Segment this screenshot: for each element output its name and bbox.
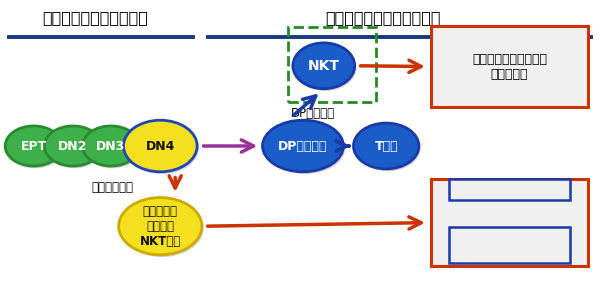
- Bar: [288, 27, 376, 102]
- Ellipse shape: [263, 120, 343, 172]
- Ellipse shape: [121, 200, 204, 257]
- Text: DPステージ: DPステージ: [278, 140, 328, 152]
- Ellipse shape: [84, 128, 141, 168]
- Ellipse shape: [124, 120, 197, 172]
- Text: 肝臓: 肝臓: [502, 183, 517, 196]
- Ellipse shape: [44, 126, 101, 166]
- Text: 生体防御に不可欠な
NKT細胞: 生体防御に不可欠な NKT細胞: [478, 231, 541, 259]
- Text: 肺、骨髄、リンパ節、
消化管など: 肺、骨髄、リンパ節、 消化管など: [472, 53, 547, 81]
- Bar: [431, 179, 589, 266]
- Text: NKT: NKT: [308, 59, 340, 73]
- Text: DN2: DN2: [58, 140, 88, 152]
- Ellipse shape: [353, 123, 419, 169]
- Text: DN4: DN4: [146, 140, 175, 152]
- Text: T細胞: T細胞: [374, 140, 398, 152]
- Text: 生体防御に
不可欠な
NKT細胞: 生体防御に 不可欠な NKT細胞: [140, 205, 181, 248]
- Ellipse shape: [119, 198, 202, 255]
- Text: EPT: EPT: [20, 140, 47, 152]
- Ellipse shape: [265, 123, 345, 174]
- Ellipse shape: [355, 125, 421, 171]
- Bar: [449, 179, 571, 200]
- Text: 新規分化経路: 新規分化経路: [92, 181, 134, 194]
- Ellipse shape: [293, 43, 355, 89]
- Text: 胸腺リンパ球未分化段階: 胸腺リンパ球未分化段階: [42, 10, 148, 25]
- Ellipse shape: [7, 128, 64, 168]
- Ellipse shape: [295, 45, 356, 91]
- Bar: [449, 227, 571, 263]
- Ellipse shape: [125, 123, 199, 174]
- Text: 胸腺リンパ球最終分化段階: 胸腺リンパ球最終分化段階: [325, 10, 441, 25]
- Ellipse shape: [5, 126, 62, 166]
- Ellipse shape: [82, 126, 139, 166]
- Text: DP分化経路: DP分化経路: [291, 107, 335, 120]
- Ellipse shape: [46, 128, 103, 168]
- Text: DN3: DN3: [97, 140, 125, 152]
- Bar: [431, 26, 589, 107]
